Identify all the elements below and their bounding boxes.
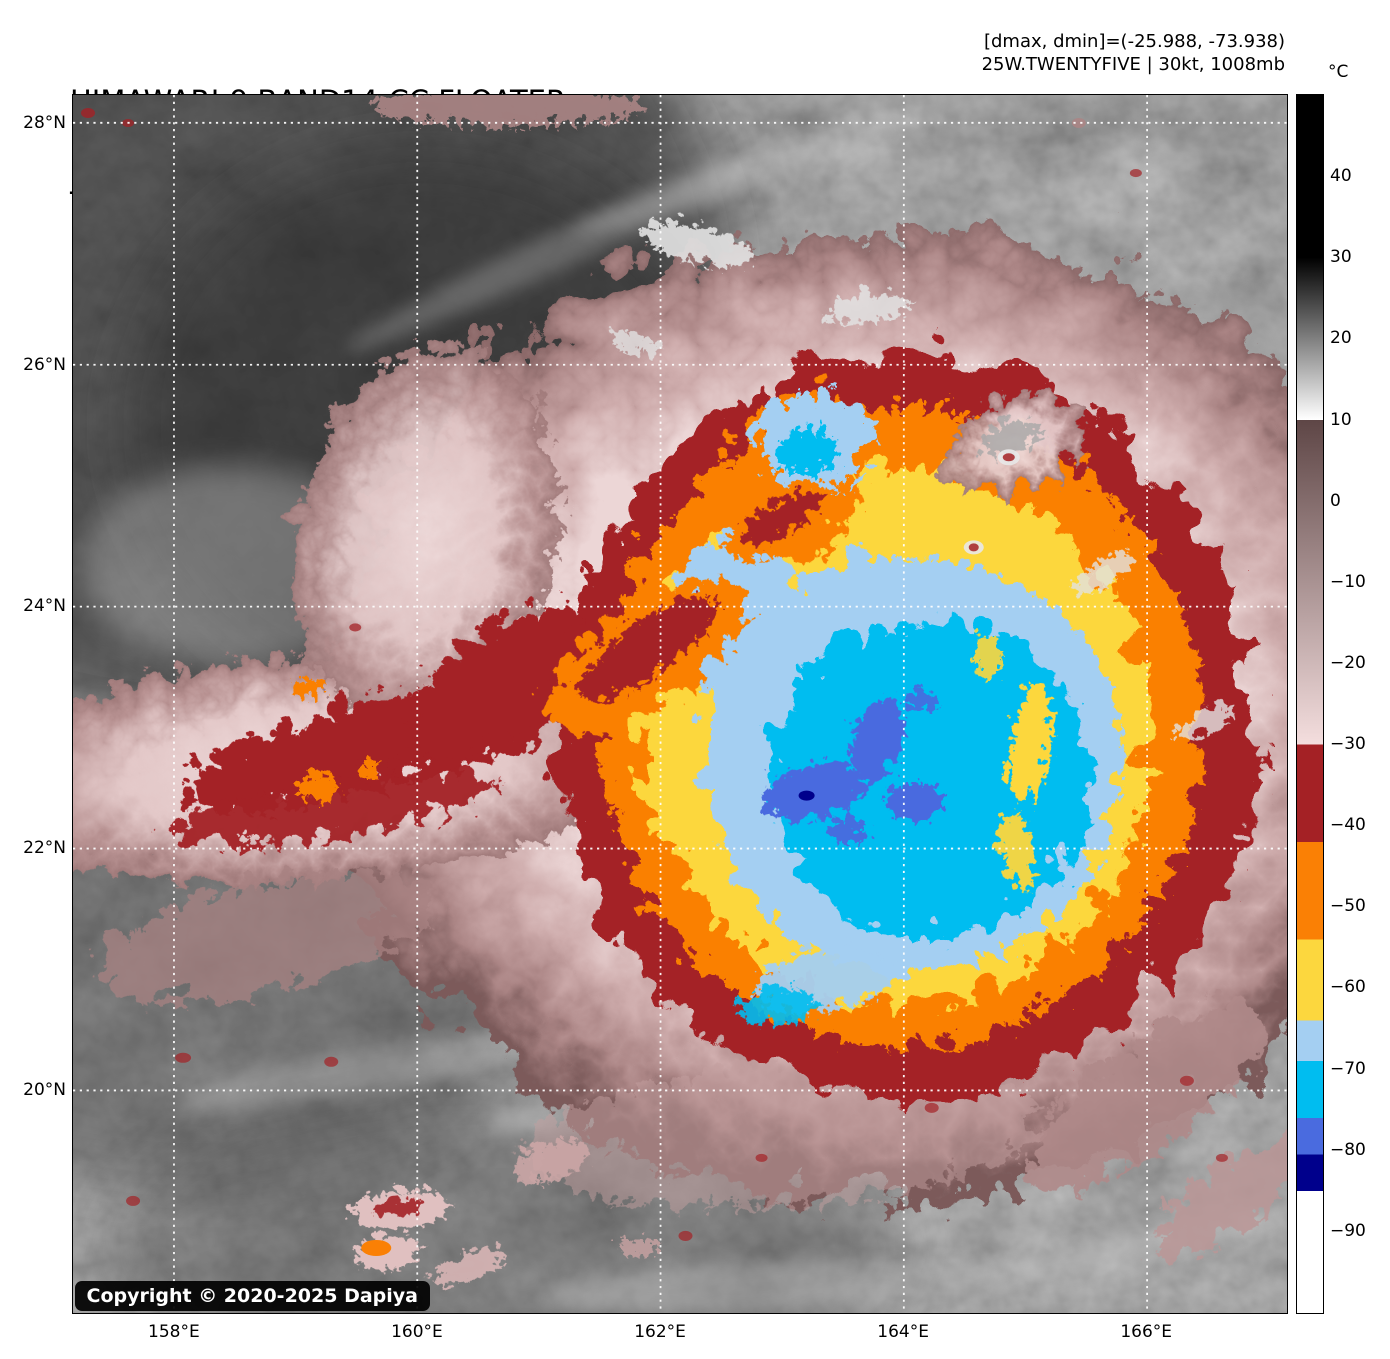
colorbar (1295, 93, 1324, 1314)
colorbar-tick-label: −40 (1330, 815, 1366, 836)
colorbar-tick-label: −50 (1330, 896, 1366, 917)
colorbar-unit-label: °C (1328, 62, 1349, 82)
lon-tick-label: 162°E (634, 1322, 686, 1342)
lat-tick-label: 22°N (23, 837, 66, 858)
lat-tick-label: 26°N (23, 354, 66, 375)
colorbar-tick-label: −30 (1330, 734, 1366, 755)
colorbar-tick-label: −60 (1330, 977, 1366, 998)
colorbar-tick-label: −10 (1330, 571, 1366, 592)
gridlines (72, 94, 1287, 1313)
colorbar-tick-label: 30 (1330, 247, 1352, 268)
lon-tick-label: 166°E (1120, 1322, 1173, 1342)
copyright-badge: Copyright © 2020-2025 Dapiya (74, 1280, 430, 1311)
lon-tick-label: 160°E (391, 1322, 443, 1342)
colorbar-tick-label: 40 (1330, 166, 1352, 187)
lon-tick-label: 164°E (877, 1322, 929, 1342)
inner-overshoot-streaks (537, 478, 1047, 1019)
cloud-specks (80, 107, 1228, 1283)
lat-tick-label: 20°N (23, 1079, 66, 1100)
lat-tick-label: 28°N (23, 112, 66, 133)
cold-core-patches (754, 684, 940, 837)
colorbar-tick-label: 10 (1330, 409, 1352, 430)
colorbar-tick-label: −20 (1330, 652, 1366, 673)
map-plot: Copyright © 2020-2025 Dapiya (71, 93, 1288, 1314)
colorbar-tick-label: −80 (1330, 1139, 1366, 1160)
colorbar-tick-label: 20 (1330, 328, 1352, 349)
storm-id-readout: 25W.TWENTYFIVE | 30kt, 1008mb (981, 54, 1285, 75)
colorbar-tick-label: 0 (1330, 490, 1341, 511)
satellite-scene (72, 94, 1287, 1313)
north-cold-patch (749, 383, 864, 478)
colorbar-tick-label: −90 (1330, 1220, 1366, 1241)
lon-tick-label: 158°E (148, 1322, 200, 1342)
lat-tick-label: 24°N (23, 596, 66, 617)
colorbar-tick-label: −70 (1330, 1058, 1366, 1079)
dmax-dmin-readout: [dmax, dmin]=(-25.988, -73.938) (983, 31, 1285, 52)
info-block: [dmax, dmin]=(-25.988, -73.938) 25W.TWEN… (982, 30, 1285, 76)
